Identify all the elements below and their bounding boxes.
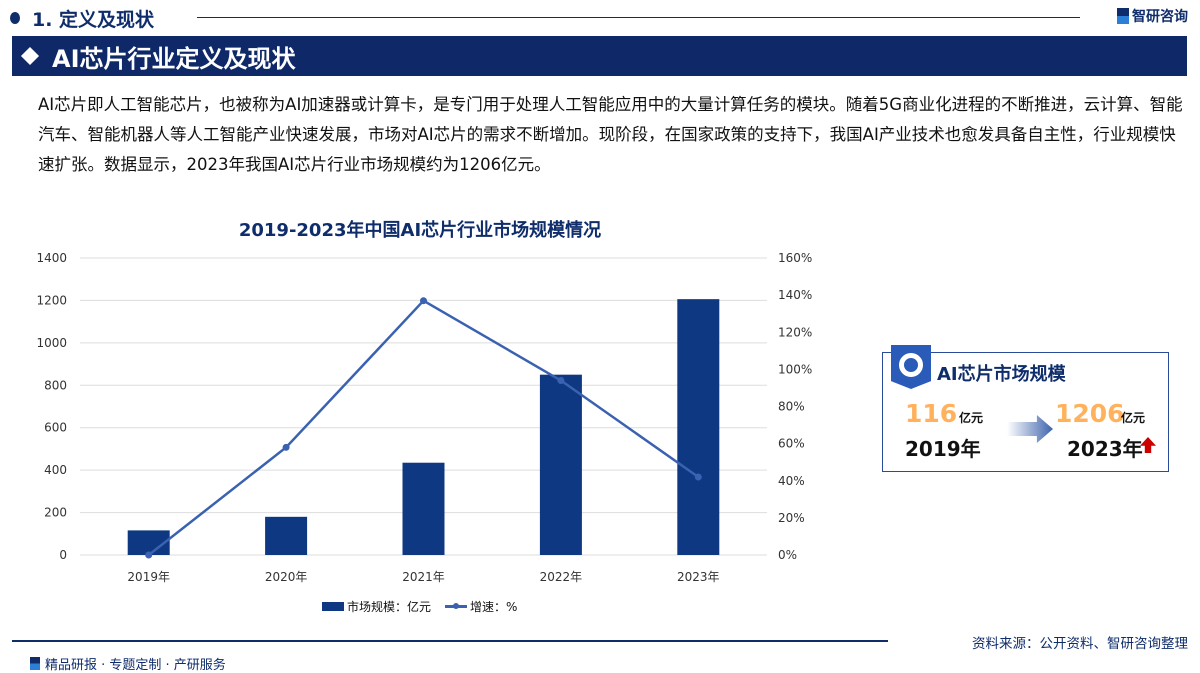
left-axis-tick: 1000 <box>36 336 67 350</box>
growth-point-2023年 <box>694 473 702 481</box>
end-year: 2023年 <box>1067 437 1143 461</box>
left-axis-tick: 1200 <box>36 293 67 307</box>
chart-badge-icon <box>891 345 931 389</box>
right-axis-tick: 80% <box>778 400 805 414</box>
chart-legend: 市场规模：亿元 增速：% <box>322 598 517 615</box>
left-axis-tick: 0 <box>59 548 67 562</box>
tagline-text: 精品研报 · 专题定制 · 产研服务 <box>45 658 226 673</box>
bullet-icon <box>10 12 20 24</box>
card-title: AI芯片市场规模 <box>937 364 1066 385</box>
end-unit: 亿元 <box>1121 411 1146 425</box>
bar-2020年 <box>265 516 308 555</box>
right-axis-tick: 0% <box>778 548 797 562</box>
left-axis-tick: 1400 <box>36 251 67 265</box>
x-axis-tick: 2023年 <box>677 570 720 584</box>
right-axis-tick: 140% <box>778 288 812 302</box>
x-axis-tick: 2021年 <box>402 570 445 584</box>
growth-point-2022年 <box>557 377 565 385</box>
x-axis-tick: 2022年 <box>540 570 583 584</box>
title-banner: AI芯片行业定义及现状 <box>12 36 1187 76</box>
x-axis-tick: 2020年 <box>265 570 308 584</box>
divider <box>197 17 1080 18</box>
arrow-right-icon <box>1007 415 1053 443</box>
legend-line-label: 增速：% <box>470 600 518 614</box>
left-axis-tick: 200 <box>44 506 67 520</box>
bar-2021年 <box>402 462 445 555</box>
start-value: 116 <box>905 399 958 428</box>
legend-bar-label: 市场规模：亿元 <box>347 600 432 614</box>
start-unit: 亿元 <box>959 411 984 425</box>
brand-logo: 智研咨询 <box>1117 6 1188 26</box>
right-axis-tick: 20% <box>778 511 805 525</box>
right-axis-tick: 120% <box>778 325 812 339</box>
legend-line-swatch <box>445 603 468 609</box>
start-year: 2019年 <box>905 437 981 461</box>
bar-2022年 <box>539 374 582 555</box>
footer-divider <box>12 640 888 642</box>
left-axis-tick: 400 <box>44 463 67 477</box>
logo-icon <box>30 657 40 670</box>
right-axis-tick: 100% <box>778 362 812 376</box>
x-axis-tick: 2019年 <box>127 570 170 584</box>
footer-tagline: 精品研报 · 专题定制 · 产研服务 <box>30 654 226 673</box>
legend-bar-swatch <box>322 602 344 611</box>
combo-chart: 0 200 400 600 800 1000 1200 1400 0% 20% 40% 60% 80% 1… <box>36 251 812 584</box>
end-value: 1206 <box>1055 399 1125 428</box>
chart-title: 2019-2023年中国AI芯片行业市场规模情况 <box>238 220 602 241</box>
growth-point-2021年 <box>420 297 427 305</box>
page-title: AI芯片行业定义及现状 <box>52 44 296 73</box>
right-axis-tick: 160% <box>778 251 812 265</box>
right-axis-tick: 60% <box>778 437 805 451</box>
bar-2023年 <box>677 299 720 555</box>
intro-paragraph: AI芯片即人工智能芯片，也被称为AI加速器或计算卡，是专门用于处理人工智能应用中… <box>38 95 1183 174</box>
section-title: 1. 定义及现状 <box>32 8 155 31</box>
logo-icon <box>1117 8 1129 24</box>
left-axis-tick: 600 <box>44 421 67 435</box>
logo-text: 智研咨询 <box>1132 9 1188 25</box>
left-axis-tick: 800 <box>44 378 67 392</box>
right-axis-tick: 40% <box>778 474 805 488</box>
growth-point-2019年 <box>145 551 153 559</box>
growth-point-2020年 <box>282 443 290 451</box>
source-note: 资料来源：公开资料、智研咨询整理 <box>972 636 1188 652</box>
section-heading: 1. 定义及现状 <box>10 4 154 32</box>
market-size-card: AI芯片市场规模 116 亿元 2019年 1206 亿元 2023年 <box>882 345 1169 472</box>
